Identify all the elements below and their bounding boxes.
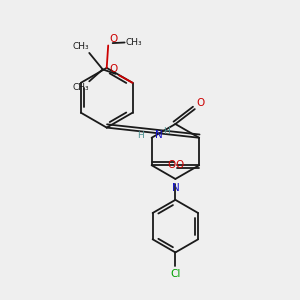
Text: CH₃: CH₃ — [72, 83, 89, 92]
Text: O: O — [196, 98, 205, 108]
Text: N: N — [172, 183, 179, 194]
Text: Cl: Cl — [170, 269, 181, 279]
Text: N: N — [154, 130, 162, 140]
Text: O: O — [176, 160, 184, 170]
Text: O: O — [110, 64, 118, 74]
Text: O: O — [167, 160, 175, 170]
Text: H: H — [163, 127, 170, 136]
Text: CH₃: CH₃ — [125, 38, 142, 47]
Text: O: O — [110, 34, 118, 44]
Text: H: H — [138, 130, 144, 140]
Text: CH₃: CH₃ — [72, 43, 89, 52]
